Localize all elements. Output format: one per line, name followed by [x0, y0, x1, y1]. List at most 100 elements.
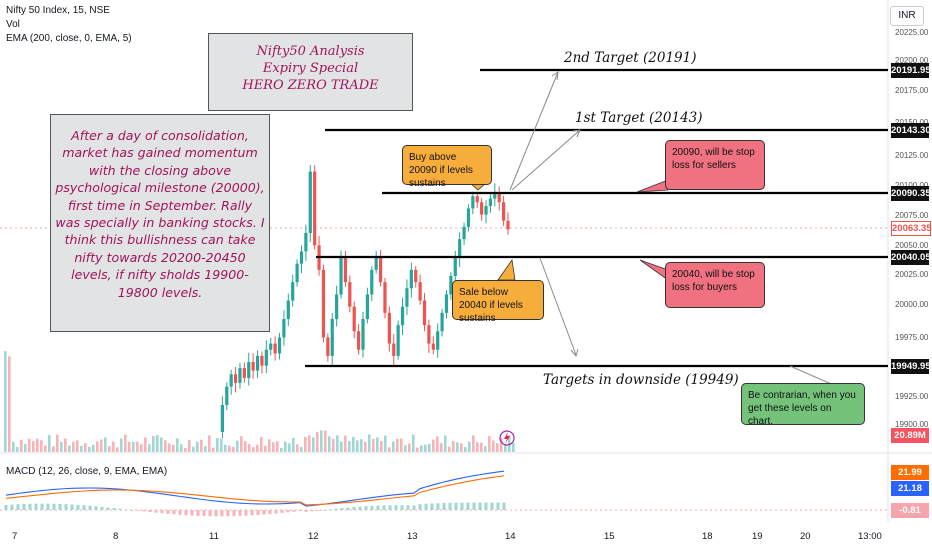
volume-bar — [356, 440, 359, 452]
macd-histogram-bar — [112, 508, 116, 510]
volume-bar — [220, 438, 223, 452]
vol-indicator-label[interactable]: Vol — [6, 19, 20, 30]
candle-body — [449, 276, 453, 295]
macd-histogram-bar — [346, 507, 350, 510]
candle-body — [247, 362, 251, 378]
arrow-to-1st-target — [511, 129, 581, 191]
macd-histogram-bar — [448, 502, 452, 510]
candle-body — [357, 331, 361, 350]
volume-bar — [316, 431, 319, 452]
volume-bar — [40, 440, 43, 452]
currency-button[interactable]: INR — [890, 6, 924, 26]
volume-bar — [168, 443, 171, 452]
macd-histogram-bar — [136, 510, 140, 511]
macd-histogram-bar — [280, 510, 284, 513]
volume-bar — [136, 441, 139, 452]
volume-bar — [204, 446, 207, 452]
sell-callout: Sale below 20040 if levels sustains — [452, 280, 544, 324]
volume-bar — [148, 444, 151, 452]
downside-target-label: Targets in downside (19949) — [543, 372, 739, 388]
y-tick: 20125.00 — [895, 151, 929, 160]
arrow-head-down — [570, 348, 579, 358]
macd-histogram-bar — [4, 504, 8, 510]
volume-bar — [312, 437, 315, 452]
candle-body — [409, 269, 413, 289]
volume-bar — [408, 443, 411, 452]
candle-body — [233, 374, 238, 383]
candle-body — [326, 337, 330, 356]
x-tick: 11 — [209, 531, 219, 542]
volume-bar — [152, 435, 155, 452]
volume-bar — [512, 442, 515, 452]
macd-histogram-bar — [472, 502, 476, 510]
x-tick: 14 — [505, 531, 516, 542]
macd-histogram-bar — [28, 503, 32, 510]
volume-bar — [120, 438, 123, 452]
volume-bar — [324, 430, 327, 452]
volume-bar — [264, 445, 267, 452]
candle-body — [480, 202, 484, 215]
macd-histogram-bar — [214, 510, 218, 517]
x-tick: 13 — [407, 531, 418, 542]
macd-histogram-bar — [34, 503, 38, 510]
x-tick: 18 — [702, 531, 713, 542]
event-circle-icon[interactable] — [499, 430, 515, 446]
macd-histogram-bar — [130, 510, 134, 511]
x-tick: 15 — [604, 531, 615, 542]
volume-bar — [472, 435, 475, 452]
volume-bar — [216, 438, 219, 452]
volume-bar — [504, 444, 507, 452]
macd-histogram-bar — [502, 502, 506, 510]
volume-bar — [484, 446, 487, 452]
macd-indicator-label[interactable]: MACD (12, 26, close, 9, EMA, EMA) — [6, 466, 168, 477]
macd-histogram-bar — [400, 505, 404, 510]
volume-bar — [248, 444, 251, 452]
macd-histogram-bar — [232, 510, 236, 517]
volume-bar — [340, 441, 343, 452]
macd-histogram-bar — [292, 510, 296, 512]
macd-histogram-bar — [364, 506, 368, 510]
volume-bars — [4, 351, 515, 452]
x-tick: 20 — [800, 531, 811, 542]
candle-body — [238, 368, 242, 383]
price-tag-sell: 20040.05 — [891, 250, 931, 265]
volume-bar — [276, 441, 279, 452]
volume-bar — [172, 444, 175, 452]
volume-bar — [468, 441, 471, 452]
volume-bar — [284, 441, 287, 452]
ema-indicator-label[interactable]: EMA (200, close, 0, EMA, 5) — [6, 33, 132, 44]
candle-body — [321, 269, 326, 338]
y-tick: 20150.00 — [895, 118, 928, 127]
macd-histogram-bar — [490, 502, 494, 510]
candle-body — [264, 349, 268, 366]
candle-body — [260, 355, 264, 366]
volume-bar — [232, 446, 235, 452]
volume-bar — [388, 447, 391, 452]
y-tick: 20200.00 — [895, 56, 929, 65]
candle-body — [493, 192, 497, 199]
volume-bar — [420, 445, 423, 452]
volume-bar — [140, 444, 143, 452]
volume-bar — [84, 443, 87, 452]
macd-histogram-bar — [298, 510, 302, 511]
volume-bar — [272, 442, 275, 452]
candle-body — [282, 319, 286, 338]
macd-histogram-bar — [76, 504, 80, 510]
contrarian-callout: Be contrarian, when you get these levels… — [741, 383, 865, 427]
candle-body — [277, 337, 282, 354]
volume-bar — [188, 439, 191, 452]
candle-body — [343, 257, 348, 283]
volume-bar — [308, 435, 311, 452]
macd-histogram-bar — [352, 507, 356, 510]
volume-bar — [240, 436, 243, 452]
macd-histogram-bar — [94, 506, 98, 510]
y-tick: 20000.00 — [895, 300, 929, 309]
candle-body — [427, 325, 431, 344]
macd-histogram-bar — [124, 509, 128, 511]
volume-bar — [392, 441, 395, 452]
macd-histogram-bar — [208, 510, 212, 517]
symbol-label[interactable]: Nifty 50 Index, 15, NSE — [6, 5, 110, 16]
arrow-head-1st — [572, 129, 581, 138]
arrow-to-2nd-target — [509, 71, 559, 191]
